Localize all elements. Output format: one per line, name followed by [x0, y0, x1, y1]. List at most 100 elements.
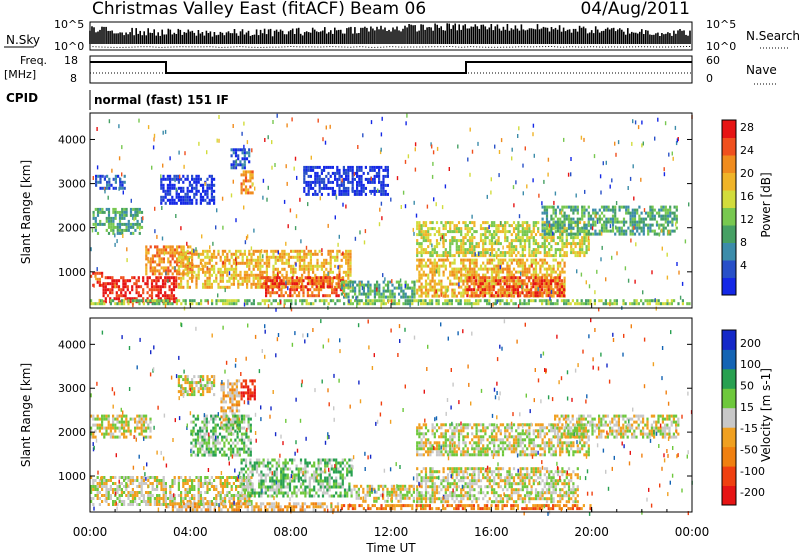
- heatmap-cell: [244, 240, 247, 245]
- heatmap-cell: [121, 172, 123, 177]
- heatmap-cell: [464, 258, 467, 262]
- heatmap-cell: [335, 294, 338, 298]
- heatmap-cell: [550, 248, 553, 252]
- heatmap-cell: [444, 302, 447, 306]
- heatmap-cell: [576, 208, 579, 212]
- heatmap-cell: [110, 228, 113, 232]
- heatmap-cell: [164, 294, 167, 298]
- heatmap-cell: [459, 299, 462, 303]
- heatmap-cell: [585, 299, 588, 303]
- heatmap-cell: [451, 236, 454, 240]
- heatmap-cell: [351, 165, 354, 169]
- heatmap-cell: [325, 165, 328, 169]
- heatmap-cell: [98, 491, 101, 494]
- heatmap-cell: [274, 273, 277, 277]
- heatmap-cell: [338, 299, 341, 303]
- heatmap-cell: [572, 236, 575, 240]
- heatmap-cell: [202, 189, 205, 193]
- heatmap-cell: [668, 152, 670, 157]
- heatmap-cell: [482, 254, 485, 258]
- heatmap-cell: [549, 296, 551, 301]
- heatmap-cell: [314, 174, 317, 178]
- heatmap-cell: [120, 299, 123, 303]
- heatmap-cell: [355, 296, 357, 301]
- heatmap-cell: [510, 258, 513, 262]
- heatmap-cell: [140, 500, 143, 503]
- heatmap-cell: [596, 217, 599, 221]
- heatmap-cell: [301, 276, 304, 280]
- heatmap-cell: [265, 291, 268, 295]
- heatmap-cell: [521, 261, 524, 265]
- heatmap-cell: [534, 224, 538, 228]
- heatmap-cell: [333, 291, 336, 295]
- heatmap-cell: [600, 205, 604, 209]
- colorbar-swatch: [722, 207, 736, 226]
- heatmap-cell: [541, 233, 544, 237]
- heatmap-cell: [98, 482, 101, 485]
- heatmap-cell: [273, 279, 276, 283]
- heatmap-cell: [113, 225, 115, 230]
- heatmap-cell: [517, 261, 520, 265]
- heatmap-cell: [129, 479, 132, 482]
- heatmap-cell: [438, 233, 441, 237]
- heatmap-cell: [375, 171, 378, 175]
- heatmap-cell: [448, 302, 451, 306]
- heatmap-cell: [315, 276, 318, 280]
- heatmap-cell: [662, 232, 665, 236]
- heatmap-cell: [248, 276, 251, 280]
- heatmap-cell: [362, 133, 364, 138]
- heatmap-cell: [156, 494, 159, 497]
- heatmap-cell: [206, 195, 209, 199]
- heatmap-cell: [122, 276, 125, 280]
- heatmap-cell: [583, 233, 586, 237]
- heatmap-cell: [349, 258, 352, 262]
- heatmap-cell: [438, 270, 441, 274]
- heatmap-cell: [162, 174, 165, 178]
- heatmap-cell: [631, 229, 634, 233]
- heatmap-cell: [129, 213, 133, 217]
- heatmap-cell: [224, 299, 227, 303]
- heatmap-cell: [338, 274, 340, 279]
- heatmap-cell: [541, 245, 544, 249]
- heatmap-cell: [539, 258, 542, 262]
- heatmap-cell: [316, 258, 319, 262]
- heatmap-cell: [675, 208, 678, 212]
- heatmap-cell: [576, 226, 579, 230]
- heatmap-cell: [304, 276, 307, 280]
- heatmap-cell: [150, 282, 154, 286]
- heatmap-cell: [109, 488, 112, 491]
- heatmap-cell: [351, 187, 353, 192]
- heatmap-cell: [329, 174, 332, 178]
- heatmap-cell: [647, 229, 650, 233]
- heatmap-cell: [189, 266, 192, 270]
- heatmap-cell: [94, 485, 97, 488]
- heatmap-cell: [243, 151, 246, 155]
- heatmap-cell: [342, 255, 345, 259]
- heatmap-cell: [107, 479, 110, 482]
- heatmap-cell: [323, 180, 326, 184]
- heatmap-cell: [506, 221, 509, 225]
- heatmap-cell: [528, 230, 531, 234]
- heatmap-cell: [455, 242, 458, 246]
- heatmap-cell: [613, 302, 616, 306]
- heatmap-cell: [336, 168, 339, 172]
- heatmap-cell: [114, 476, 117, 479]
- heatmap-cell: [243, 252, 246, 256]
- heatmap-cell: [103, 476, 106, 479]
- heatmap-cell: [673, 299, 676, 303]
- heatmap-cell: [232, 148, 235, 152]
- heatmap-cell: [195, 252, 198, 256]
- heatmap-cell: [345, 168, 348, 172]
- heatmap-cell: [290, 270, 293, 274]
- heatmap-cell: [186, 174, 189, 178]
- heatmap-cell: [262, 254, 264, 259]
- heatmap-cell: [556, 229, 560, 233]
- heatmap-cell: [604, 299, 607, 303]
- heatmap-cell: [662, 208, 665, 212]
- heatmap-cell: [641, 143, 643, 148]
- heatmap-cell: [508, 291, 511, 295]
- heatmap-cell: [239, 252, 242, 256]
- heatmap-cell: [570, 217, 573, 221]
- heatmap-cell: [105, 494, 108, 497]
- heatmap-cell: [534, 264, 538, 268]
